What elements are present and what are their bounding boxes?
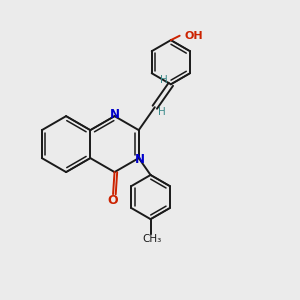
- Text: H: H: [158, 107, 165, 117]
- Text: CH₃: CH₃: [142, 234, 162, 244]
- Text: N: N: [135, 153, 145, 166]
- Text: O: O: [108, 194, 118, 207]
- Text: OH: OH: [185, 31, 203, 41]
- Text: N: N: [110, 108, 119, 121]
- Text: H: H: [160, 75, 168, 85]
